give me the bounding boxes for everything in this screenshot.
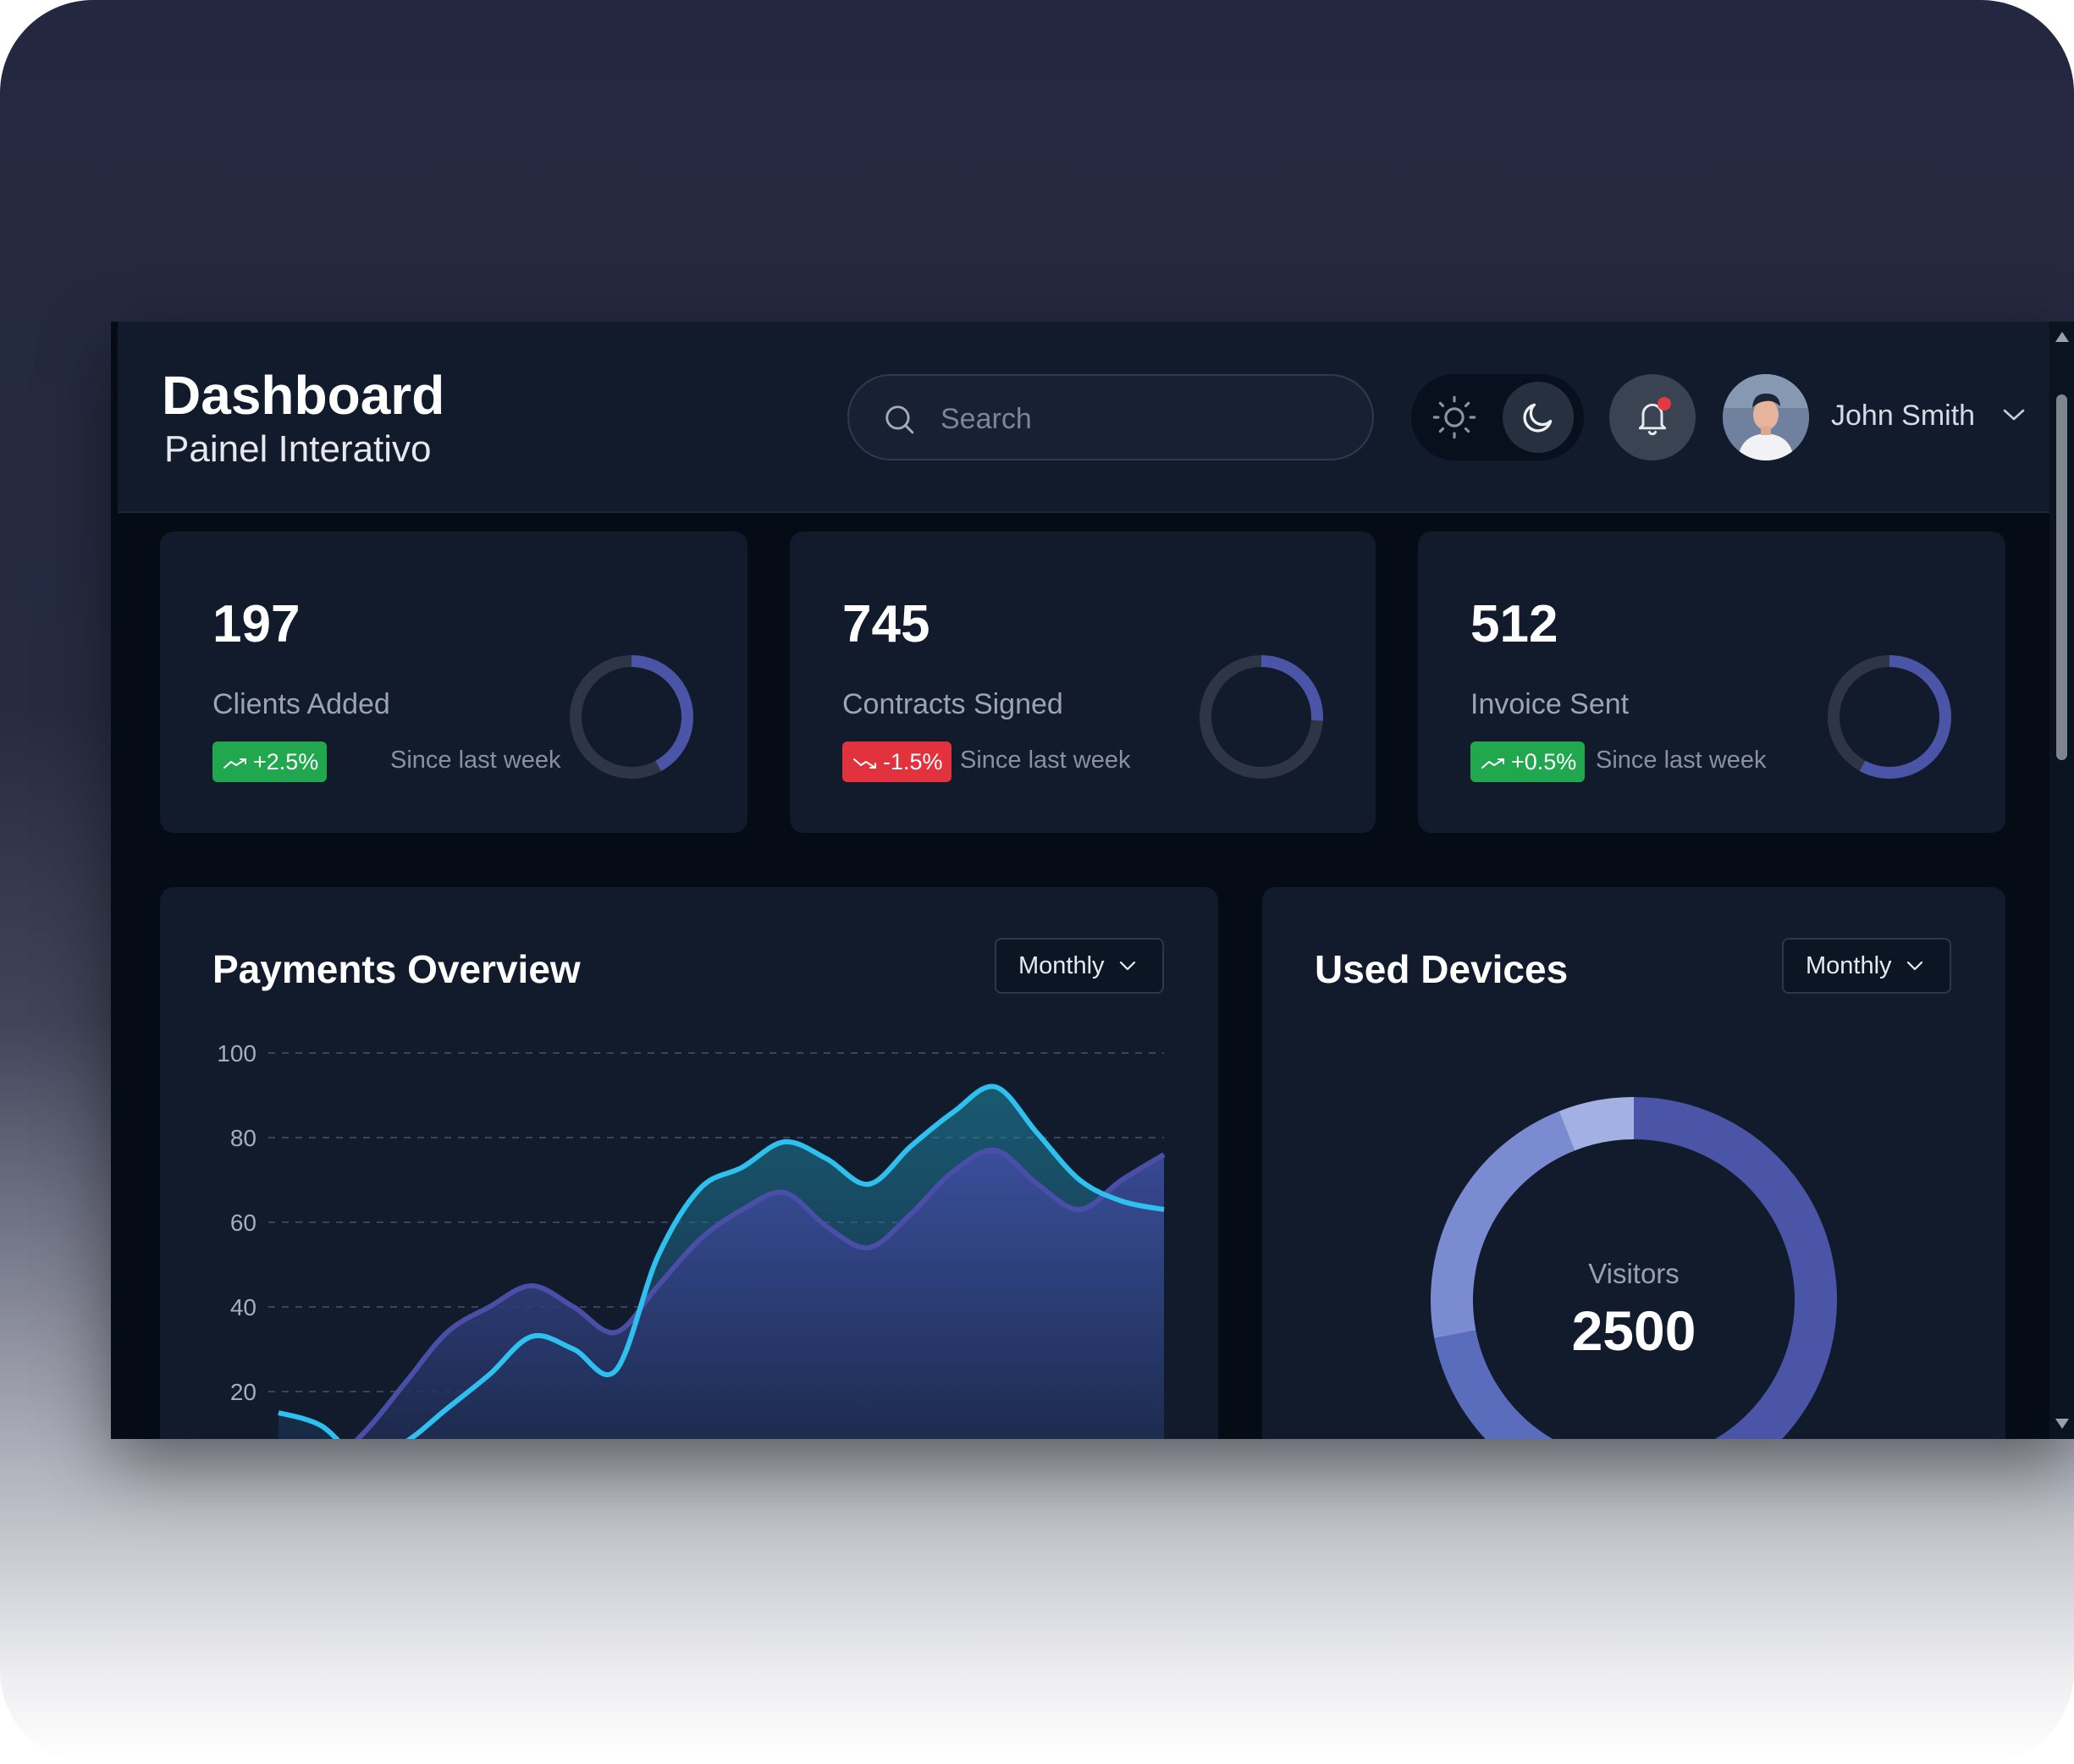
user-name[interactable]: John Smith — [1831, 400, 1976, 432]
vertical-scrollbar[interactable] — [2049, 322, 2074, 1439]
y-tick-label: 40 — [230, 1294, 256, 1320]
theme-toggle[interactable] — [1411, 374, 1584, 460]
trend-up-icon — [1481, 758, 1504, 769]
donut-center-value: 2500 — [1571, 1299, 1696, 1362]
ring-progress — [1200, 655, 1323, 779]
kpi-card-invoices: 512 Invoice Sent +0.5% Since last week — [1418, 532, 2005, 833]
search-input[interactable] — [939, 396, 1349, 442]
area-fill-secondary — [357, 1149, 1164, 1439]
y-tick-label: 60 — [230, 1210, 256, 1236]
series-line-secondary — [354, 1147, 1166, 1439]
progress-ring — [1828, 655, 1951, 779]
trend-value: -1.5% — [883, 749, 943, 775]
scroll-up-arrow[interactable] — [2055, 332, 2069, 342]
top-header: Dashboard Painel Interativo — [118, 322, 2049, 513]
trend-up-icon — [223, 758, 246, 769]
kpi-value: 512 — [1470, 595, 1558, 653]
app-window: Dashboard Painel Interativo — [111, 322, 2074, 1439]
notifications-button[interactable] — [1609, 374, 1696, 460]
scroll-thumb[interactable] — [2056, 394, 2067, 760]
chevron-down-icon — [1119, 961, 1136, 971]
y-tick-label: 20 — [230, 1379, 256, 1405]
moon-icon — [1523, 403, 1553, 433]
panel-title: Payments Overview — [212, 947, 581, 991]
donut-segment — [1434, 1330, 1553, 1439]
progress-ring — [1200, 655, 1323, 779]
trend-badge-up: +0.5% — [1470, 741, 1586, 782]
y-tick-label: 100 — [217, 1040, 256, 1067]
ring-progress — [570, 655, 693, 779]
notification-dot — [1658, 397, 1671, 411]
period-dropdown[interactable]: Monthly — [995, 938, 1164, 994]
kpi-label: Invoice Sent — [1470, 688, 1630, 720]
progress-ring — [570, 655, 693, 779]
kpi-card-clients: 197 Clients Added +2.5% Since last week — [160, 532, 747, 833]
donut-segment — [1431, 1111, 1575, 1338]
used-devices-panel: Used Devices Monthly Visitors 2500 — [1262, 887, 2005, 1439]
dropdown-value: Monthly — [1806, 952, 1892, 979]
page-subtitle: Painel Interativo — [164, 428, 432, 470]
panel-title: Used Devices — [1315, 947, 1569, 991]
avatar[interactable] — [1723, 374, 1809, 460]
donut-segment — [1558, 1097, 1635, 1151]
chevron-down-icon — [1906, 961, 1923, 971]
dark-mode-button[interactable] — [1503, 382, 1574, 453]
since-text: Since last week — [390, 747, 561, 774]
payments-area-chart: 20 40 60 80 100 — [217, 1040, 1166, 1439]
kpi-label: Contracts Signed — [842, 688, 1063, 720]
since-text: Since last week — [960, 747, 1131, 774]
series-line-primary — [278, 1083, 1165, 1439]
donut-segment — [1633, 1097, 1837, 1439]
kpi-label: Clients Added — [212, 688, 390, 720]
sun-icon[interactable] — [1431, 394, 1477, 440]
chevron-down-icon[interactable] — [2002, 407, 2026, 422]
dropdown-value: Monthly — [1018, 952, 1105, 979]
search-box[interactable] — [847, 374, 1374, 460]
ring-progress — [1828, 655, 1951, 779]
trend-value: +0.5% — [1511, 749, 1577, 775]
page-title: Dashboard — [162, 365, 445, 426]
scroll-down-arrow[interactable] — [2055, 1419, 2069, 1429]
period-dropdown[interactable]: Monthly — [1782, 938, 1951, 994]
trend-value: +2.5% — [253, 749, 319, 775]
donut-center-label: Visitors — [1588, 1258, 1680, 1289]
since-text: Since last week — [1596, 747, 1767, 774]
avatar-icon — [1723, 374, 1809, 460]
bell-icon — [1638, 403, 1667, 436]
trend-badge-up: +2.5% — [212, 741, 328, 782]
trend-down-icon — [853, 758, 876, 769]
kpi-value: 197 — [212, 595, 301, 653]
search-icon — [885, 405, 914, 434]
y-tick-label: 80 — [230, 1125, 256, 1151]
kpi-value: 745 — [842, 595, 930, 653]
payments-overview-panel: Payments Overview Monthly 20 40 60 80 100 — [160, 887, 1218, 1439]
kpi-card-contracts: 745 Contracts Signed -1.5% Since last we… — [790, 532, 1376, 833]
trend-badge-down: -1.5% — [842, 741, 952, 782]
devices-donut-chart — [1431, 1097, 1837, 1439]
